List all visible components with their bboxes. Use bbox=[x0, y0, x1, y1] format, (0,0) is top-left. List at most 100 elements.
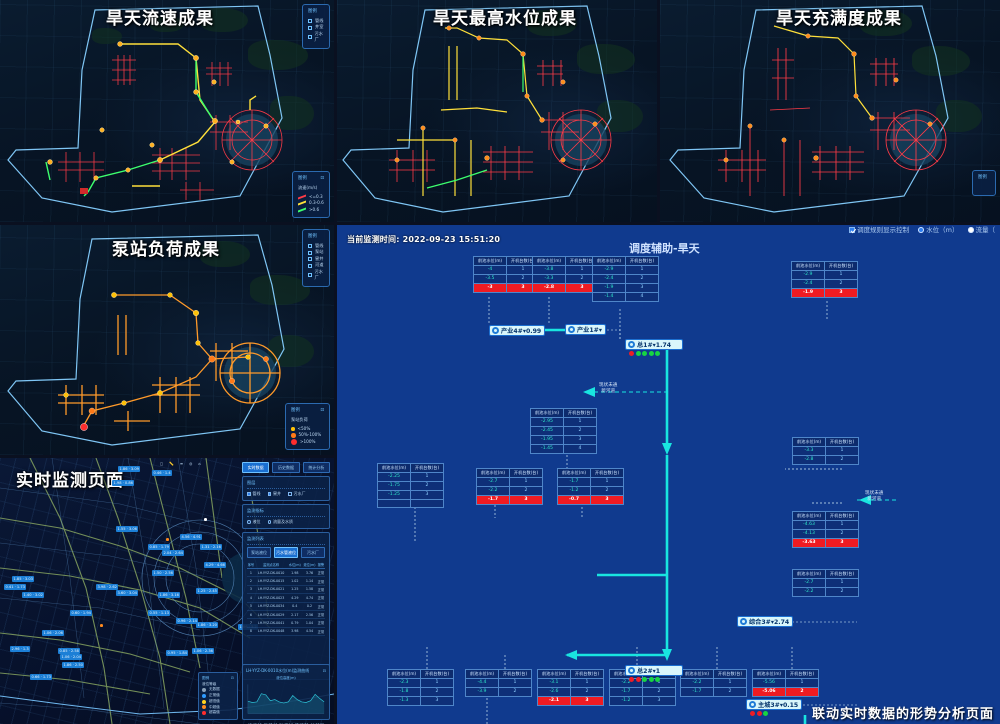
metric-option-level[interactable]: 液位 bbox=[247, 519, 261, 525]
panel-max-water-level[interactable]: 旱天最高水位成果 bbox=[337, 0, 657, 222]
table-row[interactable]: 4 LH-YYZ-DK-0023 4.29 4.74 正常 bbox=[247, 593, 325, 603]
sensor-dot[interactable] bbox=[166, 538, 169, 541]
table-row[interactable]: 2 LH-YYZ-DK-0015 1.02 1.14 正常 bbox=[247, 576, 325, 586]
legend-subtitle: 液位等级 bbox=[202, 681, 217, 686]
collapse-icon[interactable]: ⊡ bbox=[322, 668, 326, 673]
checkbox[interactable] bbox=[288, 492, 292, 496]
table-row[interactable]: 3 LH-YYZ-DK-0021 1.25 1.58 正常 bbox=[247, 585, 325, 595]
cell-level: -1.7 bbox=[476, 495, 510, 505]
map-chip[interactable]: 1.86 · 3.09 bbox=[118, 466, 141, 472]
cell-count: 4 bbox=[625, 292, 659, 302]
map-chip[interactable]: 1.40 · 3.02 bbox=[22, 592, 45, 598]
layer-option-pipe[interactable]: 管线 bbox=[247, 491, 261, 497]
table-row[interactable]: 6 LH-YYZ-DK-0029 2.17 2.56 正常 bbox=[247, 610, 325, 620]
collapse-icon[interactable]: ⊡ bbox=[230, 675, 234, 680]
table-row[interactable]: 7 LH-YYZ-DK-0041 0.79 1.04 正常 bbox=[247, 618, 325, 628]
map-chip[interactable]: 4.56 · 4.91 bbox=[180, 534, 203, 540]
radio-icon[interactable] bbox=[918, 227, 925, 233]
sensor-dot[interactable] bbox=[204, 518, 207, 521]
map-chip[interactable]: 1.85 · 3.03 bbox=[12, 576, 35, 582]
map-chip[interactable]: 0.96 · 2.14 bbox=[176, 618, 199, 624]
map-chip[interactable]: 0.41 · 1.73 bbox=[4, 584, 27, 590]
monitor-list-card[interactable]: 监测列表 泵站液位 污水管液位 污水厂 序号 监测点名称 水位(m) 液位(m)… bbox=[242, 532, 330, 680]
topology-node-cy4[interactable]: 产业4#▾0.99 bbox=[489, 325, 546, 336]
filter-sewer-level[interactable]: 污水管液位 bbox=[274, 547, 298, 558]
metric-radio-flow[interactable]: 流量（ bbox=[967, 225, 995, 234]
collapse-icon[interactable]: ⊡ bbox=[320, 408, 324, 414]
table-row[interactable]: 1 LH-YYZ-DK-0010 1.98 3.76 正常 bbox=[247, 568, 325, 578]
topology-node-zc3[interactable]: 主城3#▾0.15 bbox=[746, 699, 803, 710]
map-chip[interactable]: 0.55 · 1.13 bbox=[148, 610, 171, 616]
filter-plant[interactable]: 污水厂 bbox=[301, 547, 325, 558]
radio-icon[interactable] bbox=[967, 227, 974, 233]
radio[interactable] bbox=[267, 520, 271, 524]
map-chip[interactable]: 3.98 · 2.62 bbox=[96, 584, 119, 590]
map-chip[interactable]: 1.86 · 3.20 bbox=[196, 622, 219, 628]
layers-icon[interactable]: ≡ bbox=[179, 461, 184, 466]
measure-icon[interactable]: 📏 bbox=[169, 461, 174, 466]
monitoring-map-toolbar[interactable]: ◻ 📏 ≡ ◎ ⌂ bbox=[160, 461, 201, 466]
map-chip[interactable]: 1.06 · 2.36 bbox=[192, 648, 215, 654]
map-chip[interactable]: 1.86 · 2.50 bbox=[62, 662, 85, 668]
map-chip[interactable]: 1.50 · 2.56 bbox=[152, 570, 175, 576]
map-chip[interactable]: 1.98 · 0.86 bbox=[112, 480, 135, 486]
tab-history[interactable]: 历史数据 bbox=[272, 462, 300, 473]
monitoring-tabs[interactable]: 实时数据 历史数据 统计分析 bbox=[242, 462, 330, 473]
map-chip[interactable]: 4.29 · 4.66 bbox=[204, 562, 227, 568]
map-chip[interactable]: 3.60 · 3.04 bbox=[116, 590, 139, 596]
layer-option-plant[interactable]: 污水厂 bbox=[288, 491, 306, 497]
metric-option-flow-quality[interactable]: 流量及水质 bbox=[267, 519, 293, 525]
map-chip[interactable]: 1.86 · 3.16 bbox=[158, 592, 181, 598]
map-chip[interactable]: 2.96 · 1.3 bbox=[10, 646, 31, 652]
radio[interactable] bbox=[247, 520, 251, 524]
sensor-dot[interactable] bbox=[100, 624, 103, 627]
level-chart-card[interactable]: LH-YYZ-DK-0010水位(m)监测曲线 ⊡ 液位高度(m) 16:43:… bbox=[242, 664, 330, 724]
home-icon[interactable]: ⌂ bbox=[198, 461, 201, 466]
rule-display-checkbox[interactable]: 调度规则显示控制 bbox=[849, 225, 909, 234]
topology-node-zh3[interactable]: 综合3#▾2.74 bbox=[737, 616, 794, 627]
cell-count: 2 bbox=[825, 529, 859, 539]
checkbox-icon[interactable] bbox=[849, 227, 856, 233]
select-icon[interactable]: ◻ bbox=[160, 461, 164, 466]
cell-level: -1.75 bbox=[377, 481, 411, 491]
map-chip[interactable]: 1.25 · 2.45 bbox=[196, 588, 219, 594]
map-chip[interactable]: 0.66 · 1.73 bbox=[30, 674, 53, 680]
filter-pump-level[interactable]: 泵站液位 bbox=[247, 547, 271, 558]
monitor-table[interactable]: 序号 监测点名称 水位(m) 液位(m) 报警 1 LH-YYZ-DK-0010 1… bbox=[247, 561, 325, 637]
map-chip[interactable]: 0.60 · 1.94 bbox=[70, 610, 93, 616]
legend-title: 图例 bbox=[202, 675, 210, 680]
topology-node-z1[interactable]: 总1#▾1.74 bbox=[625, 339, 683, 350]
checkbox[interactable] bbox=[247, 492, 251, 496]
panel-pump-load[interactable]: 泵站负荷成果 图例 管线 泵站 窨井 河道 污水厂 图例 ⊡ 泵站负荷 <50% … bbox=[0, 225, 334, 455]
cell-level: -2.8 bbox=[532, 283, 566, 293]
map-chip[interactable]: 2.04 · 2.64 bbox=[162, 550, 185, 556]
tab-realtime[interactable]: 实时数据 bbox=[242, 462, 270, 473]
tab-statistics[interactable]: 统计分析 bbox=[302, 462, 330, 473]
collapse-icon[interactable]: ⊡ bbox=[320, 176, 324, 182]
layer-option-manhole[interactable]: 窨井 bbox=[267, 491, 281, 497]
map-chip[interactable]: 1.06 · 2.06 bbox=[42, 630, 65, 636]
node-label: 综合3#▾2.74 bbox=[749, 619, 790, 626]
topology-node-cy1[interactable]: 产业1#▾ bbox=[565, 324, 606, 335]
map-chip[interactable]: 1.06 · 2.04 bbox=[60, 654, 83, 660]
map-chip[interactable]: 1.31 · 2.16 bbox=[200, 544, 223, 550]
panel-fullness[interactable]: 旱天充满度成果 图例 bbox=[660, 0, 1000, 222]
location-icon[interactable]: ◎ bbox=[189, 461, 193, 466]
map-chip[interactable]: 0.85 · 1.79 bbox=[148, 544, 171, 550]
panel-velocity[interactable]: 旱天流速成果 图例 管线 井室 污水厂 图例 ⊡ 流速(m/s) <=0.3 0.… bbox=[0, 0, 334, 222]
map-chip[interactable]: 0.85 · 2.58 bbox=[58, 648, 81, 654]
metric-radio-level[interactable]: 水位（m） bbox=[918, 225, 959, 234]
table-row[interactable]: 5 LH-YYZ-DK-0034 0.4 0.2 正常 bbox=[247, 602, 325, 611]
topology-node-z2[interactable]: 总2#▾1 bbox=[625, 665, 683, 676]
scheduling-controls[interactable]: 调度规则显示控制 水位（m） 流量（ bbox=[849, 225, 995, 234]
table-row[interactable]: 8 LH-YYZ-DK-0048 3.98 4.54 正常 bbox=[247, 627, 325, 637]
panel-scheduling-assist[interactable]: 当前监测时间: 2022-09-23 15:51:20 调度辅助-旱天 调度规则… bbox=[337, 225, 1000, 724]
panel-realtime-monitoring[interactable]: 实时监测页面 1.86 · 3.09 0.46 · 1.4 1.98 · 0.8… bbox=[0, 458, 334, 724]
cell-level: -3.8 bbox=[532, 265, 566, 275]
map-chip[interactable]: 0.46 · 1.4 bbox=[152, 470, 173, 476]
monitoring-sidebar[interactable]: 实时数据 历史数据 统计分析 图层 管线 窨井 污水厂 监测指标 液位 流量及水… bbox=[242, 462, 330, 720]
monitor-list-filters[interactable]: 泵站液位 污水管液位 污水厂 bbox=[247, 547, 325, 558]
map-chip[interactable]: 0.95 · 1.84 bbox=[166, 650, 189, 656]
map-chip[interactable]: 1.55 · 3.06 bbox=[116, 526, 139, 532]
checkbox[interactable] bbox=[267, 492, 271, 496]
